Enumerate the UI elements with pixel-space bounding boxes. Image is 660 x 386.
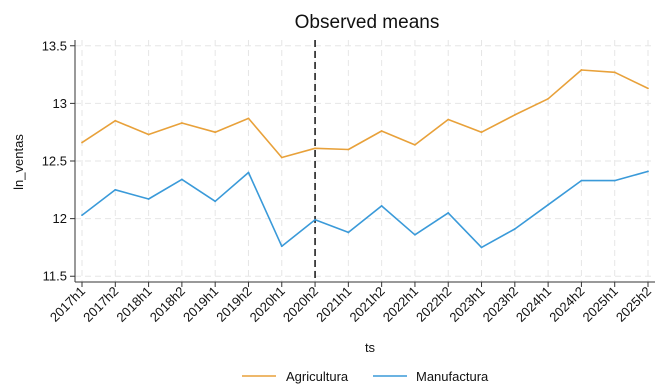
x-tick-label: 2022h1 xyxy=(380,284,421,325)
series-lines xyxy=(81,69,649,249)
data-point-manufactura xyxy=(347,231,350,234)
data-point-agricultura xyxy=(447,118,450,121)
data-point-agricultura xyxy=(513,114,516,116)
data-point-manufactura xyxy=(314,218,316,221)
x-tick-label: 2023h2 xyxy=(480,284,521,325)
data-point-manufactura xyxy=(114,188,117,191)
x-tick-label: 2018h2 xyxy=(147,284,188,325)
data-point-agricultura xyxy=(647,87,649,90)
x-tick-label: 2025h2 xyxy=(613,284,654,325)
data-point-agricultura xyxy=(480,131,483,134)
y-tick-label: 13.5 xyxy=(42,38,67,53)
y-tick-label: 13 xyxy=(53,96,67,111)
data-point-manufactura xyxy=(647,170,649,173)
data-point-manufactura xyxy=(480,246,483,249)
x-tick-label: 2020h1 xyxy=(247,284,288,325)
data-point-manufactura xyxy=(613,179,616,182)
y-tick-label: 11.5 xyxy=(43,269,67,284)
x-axis-label: ts xyxy=(365,340,376,355)
data-point-manufactura xyxy=(547,203,550,206)
y-tick-label: 12.5 xyxy=(42,154,67,169)
data-point-manufactura xyxy=(180,178,183,181)
gridlines xyxy=(75,40,655,282)
legend: Agricultura Manufactura xyxy=(242,369,489,384)
x-tick-label: 2017h1 xyxy=(47,284,88,325)
data-point-agricultura xyxy=(81,141,83,144)
data-point-manufactura xyxy=(447,211,450,214)
x-tick-label: 2019h1 xyxy=(180,284,221,325)
x-tick-label: 2021h2 xyxy=(346,284,387,325)
legend-label-manufactura: Manufactura xyxy=(416,369,489,384)
y-axis-label: ln_ventas xyxy=(11,134,26,190)
data-point-manufactura xyxy=(81,214,83,217)
data-point-agricultura xyxy=(580,69,583,71)
data-point-agricultura xyxy=(280,156,283,159)
x-tick-label: 2018h1 xyxy=(113,284,154,325)
data-point-agricultura xyxy=(247,117,250,120)
data-point-agricultura xyxy=(314,147,316,150)
y-tick-label: 12 xyxy=(53,211,67,226)
x-tick-label: 2024h1 xyxy=(513,284,554,325)
x-tick-label: 2025h1 xyxy=(580,284,621,325)
data-point-manufactura xyxy=(147,198,150,200)
data-point-agricultura xyxy=(414,143,416,146)
x-tick-label: 2023h1 xyxy=(446,284,487,325)
x-tick-label: 2017h2 xyxy=(80,284,121,325)
x-tick-label: 2024h2 xyxy=(546,284,587,325)
data-point-agricultura xyxy=(347,148,350,151)
data-point-manufactura xyxy=(247,171,250,174)
x-tick-label: 2020h2 xyxy=(280,284,321,325)
data-point-manufactura xyxy=(580,179,583,182)
x-tick-label: 2019h2 xyxy=(213,284,254,325)
data-point-agricultura xyxy=(114,119,117,122)
data-point-agricultura xyxy=(214,131,217,134)
x-tick-label: 2022h2 xyxy=(413,284,454,325)
data-point-agricultura xyxy=(180,122,183,124)
data-point-agricultura xyxy=(547,97,550,100)
series-line-manufactura xyxy=(81,170,649,249)
legend-label-agricultura: Agricultura xyxy=(286,369,349,384)
series-line-agricultura xyxy=(81,69,649,159)
data-point-manufactura xyxy=(280,245,283,248)
x-tick-label: 2021h1 xyxy=(313,284,354,325)
data-point-agricultura xyxy=(613,71,616,74)
data-point-manufactura xyxy=(414,233,416,236)
chart-title: Observed means xyxy=(295,12,440,33)
data-point-manufactura xyxy=(513,228,516,230)
data-point-manufactura xyxy=(214,200,217,203)
data-point-agricultura xyxy=(380,130,383,132)
data-point-agricultura xyxy=(147,133,150,136)
data-point-manufactura xyxy=(380,205,383,207)
